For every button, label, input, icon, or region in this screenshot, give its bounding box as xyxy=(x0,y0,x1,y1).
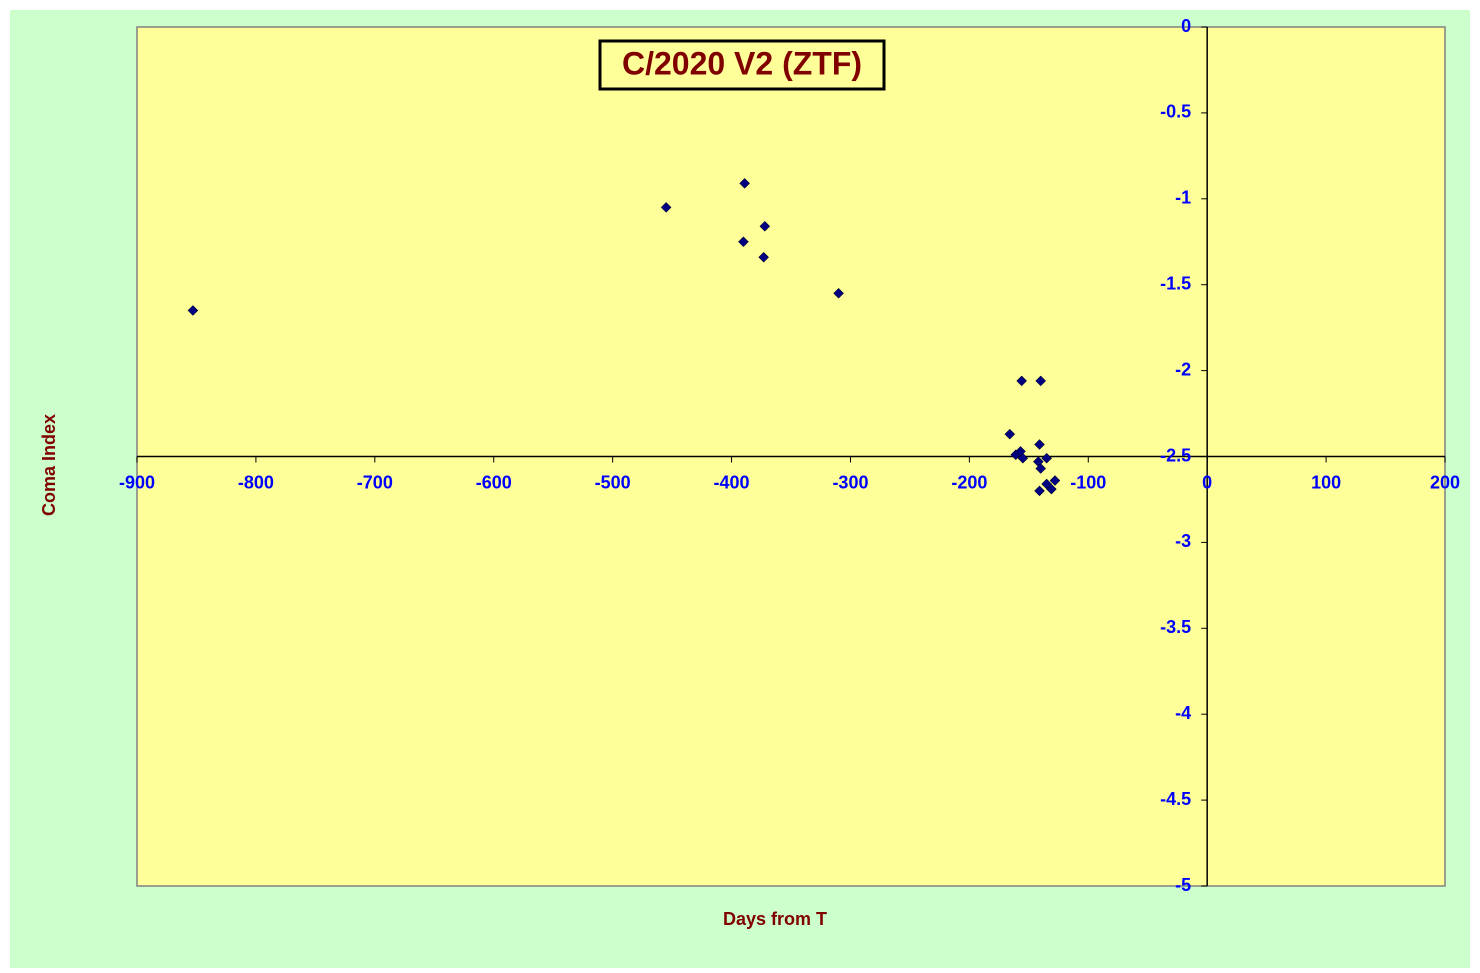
data-point xyxy=(739,177,750,189)
x-tick-label: -200 xyxy=(951,472,987,492)
chart-title: C/2020 V2 (ZTF) xyxy=(622,45,862,81)
data-point xyxy=(660,202,672,213)
x-tick-label: -800 xyxy=(238,472,274,492)
title-box xyxy=(598,39,886,91)
data-point xyxy=(1034,485,1045,497)
data-point xyxy=(759,220,771,232)
y-tick-label: -3.5 xyxy=(1160,617,1191,637)
y-tick-label: -4.5 xyxy=(1160,789,1191,809)
y-tick-label: -2 xyxy=(1175,359,1191,379)
y-axis-title: Coma Index xyxy=(39,414,59,516)
data-point xyxy=(1035,375,1047,387)
data-point xyxy=(1034,439,1045,450)
x-tick-label: -500 xyxy=(595,472,631,492)
x-tick-label: -100 xyxy=(1070,472,1106,492)
y-tick-label: 0 xyxy=(1181,16,1191,36)
data-point xyxy=(187,305,199,316)
y-tick-label: -2.5 xyxy=(1160,445,1191,465)
x-tick-label: -600 xyxy=(476,472,512,492)
data-point xyxy=(833,287,844,299)
data-point xyxy=(1049,475,1061,486)
y-tick-label: -4 xyxy=(1175,703,1191,723)
data-point xyxy=(1004,428,1016,440)
data-point xyxy=(1046,483,1057,495)
y-tick-label: -1.5 xyxy=(1160,273,1191,293)
data-point xyxy=(758,251,770,263)
x-tick-label: -900 xyxy=(119,472,155,492)
data-point xyxy=(1017,452,1029,464)
data-point xyxy=(1035,463,1047,474)
x-tick-label: 200 xyxy=(1430,472,1460,492)
x-tick-label: -400 xyxy=(714,472,750,492)
data-point xyxy=(738,236,749,248)
y-tick-label: -3 xyxy=(1175,531,1191,551)
x-tick-label: -700 xyxy=(357,472,393,492)
x-tick-label: 0 xyxy=(1202,472,1212,492)
data-point xyxy=(1041,452,1053,464)
data-point xyxy=(1016,375,1028,387)
x-axis-title: Days from T xyxy=(723,909,827,929)
y-tick-label: -5 xyxy=(1175,875,1191,895)
x-tick-label: 100 xyxy=(1311,472,1341,492)
x-tick-label: -300 xyxy=(832,472,868,492)
y-tick-label: -0.5 xyxy=(1160,102,1191,122)
y-tick-label: -1 xyxy=(1175,188,1191,208)
